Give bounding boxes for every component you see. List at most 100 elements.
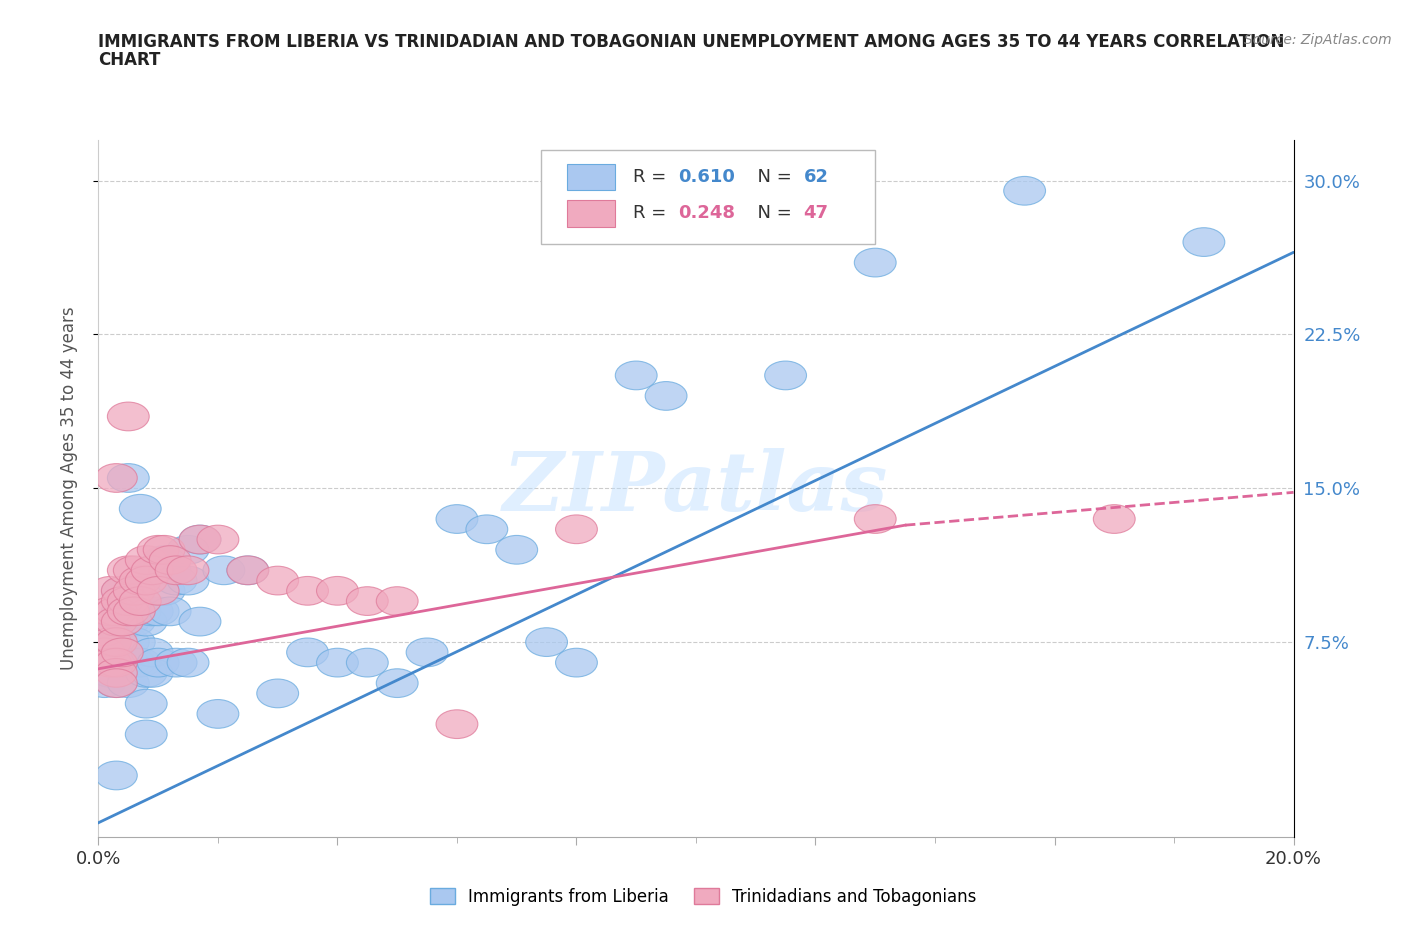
Ellipse shape — [287, 638, 329, 667]
Ellipse shape — [155, 556, 197, 585]
Ellipse shape — [197, 699, 239, 728]
Text: 0.248: 0.248 — [678, 205, 735, 222]
Ellipse shape — [114, 597, 155, 626]
Ellipse shape — [83, 618, 125, 646]
Ellipse shape — [149, 597, 191, 626]
Ellipse shape — [167, 556, 209, 585]
Ellipse shape — [131, 638, 173, 667]
Y-axis label: Unemployment Among Ages 35 to 44 years: Unemployment Among Ages 35 to 44 years — [59, 307, 77, 670]
FancyBboxPatch shape — [567, 164, 614, 191]
Ellipse shape — [114, 577, 155, 605]
Ellipse shape — [1094, 505, 1135, 534]
Ellipse shape — [120, 597, 162, 626]
Ellipse shape — [436, 710, 478, 738]
Ellipse shape — [226, 556, 269, 585]
Ellipse shape — [96, 669, 138, 698]
Ellipse shape — [131, 658, 173, 687]
Text: 47: 47 — [804, 205, 828, 222]
Ellipse shape — [120, 495, 162, 524]
Ellipse shape — [179, 525, 221, 554]
Ellipse shape — [83, 638, 125, 667]
Ellipse shape — [555, 515, 598, 544]
Ellipse shape — [167, 648, 209, 677]
Ellipse shape — [96, 628, 138, 657]
Ellipse shape — [96, 648, 138, 677]
Ellipse shape — [167, 566, 209, 595]
Ellipse shape — [616, 361, 657, 390]
Ellipse shape — [645, 381, 688, 410]
Text: R =: R = — [633, 168, 672, 186]
Text: ZIPatlas: ZIPatlas — [503, 448, 889, 528]
Ellipse shape — [125, 546, 167, 575]
Ellipse shape — [125, 689, 167, 718]
Ellipse shape — [346, 648, 388, 677]
Ellipse shape — [107, 669, 149, 698]
Ellipse shape — [96, 607, 138, 636]
Ellipse shape — [114, 628, 155, 657]
Ellipse shape — [101, 638, 143, 667]
Ellipse shape — [179, 525, 221, 554]
Ellipse shape — [120, 587, 162, 616]
Ellipse shape — [226, 556, 269, 585]
Ellipse shape — [96, 597, 138, 626]
Ellipse shape — [125, 566, 167, 595]
Ellipse shape — [107, 628, 149, 657]
FancyBboxPatch shape — [540, 150, 875, 245]
Ellipse shape — [114, 607, 155, 636]
Ellipse shape — [377, 669, 418, 698]
Text: CHART: CHART — [98, 51, 160, 69]
Ellipse shape — [114, 648, 155, 677]
Ellipse shape — [96, 669, 138, 698]
Ellipse shape — [101, 597, 143, 626]
Ellipse shape — [149, 546, 191, 575]
Ellipse shape — [131, 597, 173, 626]
Ellipse shape — [555, 648, 598, 677]
Text: 62: 62 — [804, 168, 828, 186]
Ellipse shape — [96, 648, 138, 677]
Text: N =: N = — [747, 168, 797, 186]
Ellipse shape — [101, 648, 143, 677]
Ellipse shape — [855, 248, 896, 277]
Ellipse shape — [143, 536, 186, 565]
Ellipse shape — [138, 577, 179, 605]
Ellipse shape — [83, 669, 125, 698]
Ellipse shape — [1004, 177, 1046, 206]
Ellipse shape — [107, 402, 149, 431]
Ellipse shape — [436, 505, 478, 534]
Ellipse shape — [406, 638, 449, 667]
Ellipse shape — [179, 607, 221, 636]
Ellipse shape — [83, 648, 125, 677]
Ellipse shape — [377, 587, 418, 616]
Ellipse shape — [101, 577, 143, 605]
Ellipse shape — [167, 536, 209, 565]
Ellipse shape — [125, 658, 167, 687]
Ellipse shape — [155, 648, 197, 677]
Text: 0.610: 0.610 — [678, 168, 735, 186]
Ellipse shape — [526, 628, 568, 657]
Ellipse shape — [101, 607, 143, 636]
Ellipse shape — [90, 597, 131, 626]
Ellipse shape — [138, 597, 179, 626]
Text: R =: R = — [633, 205, 672, 222]
Ellipse shape — [120, 648, 162, 677]
Ellipse shape — [90, 577, 131, 605]
Text: IMMIGRANTS FROM LIBERIA VS TRINIDADIAN AND TOBAGONIAN UNEMPLOYMENT AMONG AGES 35: IMMIGRANTS FROM LIBERIA VS TRINIDADIAN A… — [98, 33, 1285, 50]
Text: N =: N = — [747, 205, 797, 222]
Ellipse shape — [316, 577, 359, 605]
Ellipse shape — [143, 546, 186, 575]
Ellipse shape — [107, 648, 149, 677]
Text: Source: ZipAtlas.com: Source: ZipAtlas.com — [1244, 33, 1392, 46]
Ellipse shape — [765, 361, 807, 390]
Ellipse shape — [138, 536, 179, 565]
Ellipse shape — [90, 638, 131, 667]
Ellipse shape — [96, 761, 138, 790]
Ellipse shape — [155, 566, 197, 595]
Ellipse shape — [125, 720, 167, 749]
Legend: Immigrants from Liberia, Trinidadians and Tobagonians: Immigrants from Liberia, Trinidadians an… — [423, 881, 983, 912]
Ellipse shape — [107, 464, 149, 492]
Ellipse shape — [90, 628, 131, 657]
Ellipse shape — [107, 597, 149, 626]
Ellipse shape — [120, 566, 162, 595]
Ellipse shape — [138, 556, 179, 585]
FancyBboxPatch shape — [567, 200, 614, 227]
